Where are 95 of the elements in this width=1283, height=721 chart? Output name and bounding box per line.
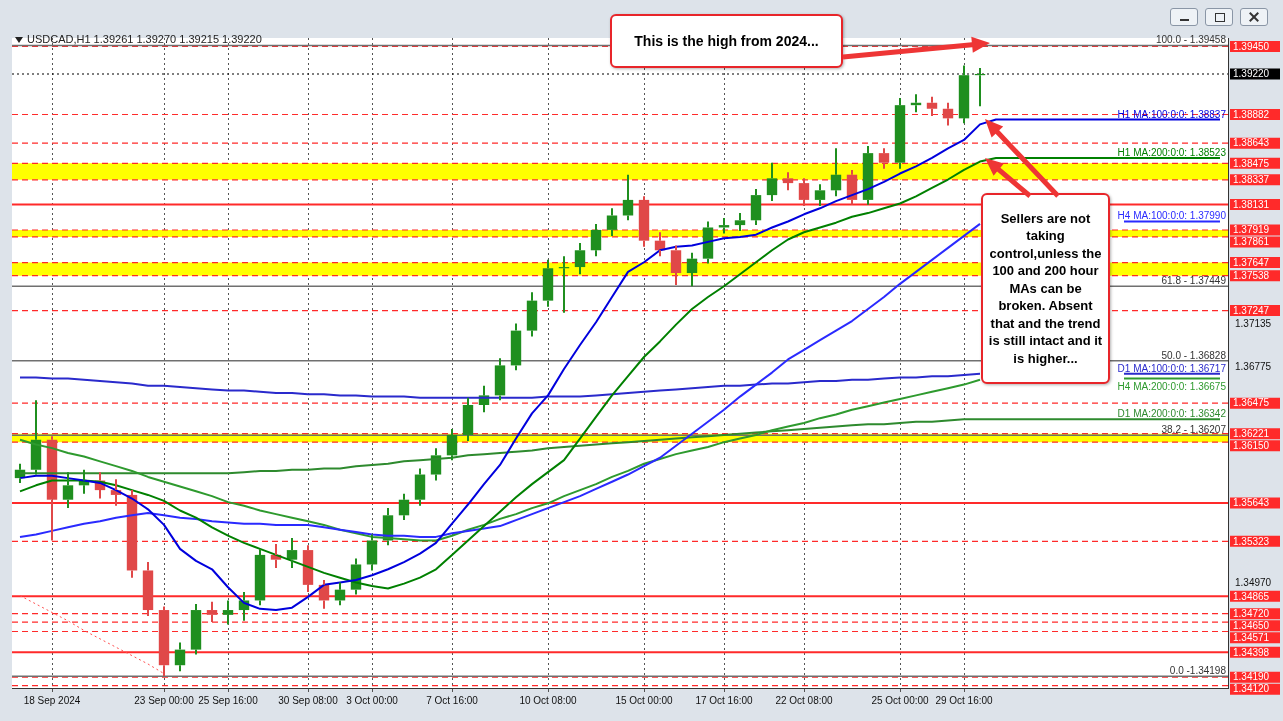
x-tick-label: 22 Oct 08:00 xyxy=(775,694,834,706)
candlestick xyxy=(430,447,442,482)
ref-line-label: 1.38337 xyxy=(1233,174,1270,186)
ref-line-label: 1.37247 xyxy=(1233,304,1270,316)
annotation: 0.0 -1.34198 xyxy=(1169,665,1227,677)
y-tick-label: 1.37135 xyxy=(1235,317,1272,329)
candlestick xyxy=(286,537,298,570)
candlestick xyxy=(814,183,826,207)
ref-line-label: 1.39450 xyxy=(1233,40,1270,52)
candlestick xyxy=(222,599,234,626)
x-tick-label: 25 Oct 00:00 xyxy=(871,694,930,706)
candlestick xyxy=(206,600,218,624)
candlestick xyxy=(702,220,714,265)
candlestick xyxy=(174,641,186,673)
candlestick xyxy=(254,547,266,607)
candlestick xyxy=(894,96,906,170)
callout-box: Sellers are not taking control,unless the 100 and 200 hour MAs can be broken. Absent that and the trend is still intact and it is higher... xyxy=(981,193,1110,384)
x-tick-label: 30 Sep 08:00 xyxy=(278,694,339,706)
ref-line-label: 1.37919 xyxy=(1233,224,1270,236)
y-tick-label: 1.34970 xyxy=(1235,577,1272,589)
ref-line-label: 1.38882 xyxy=(1233,108,1270,120)
candlestick xyxy=(414,467,426,507)
ref-line-label: 1.37861 xyxy=(1233,236,1270,248)
candlestick xyxy=(158,605,170,678)
candlestick xyxy=(606,207,618,237)
candlestick xyxy=(510,322,522,372)
candlestick xyxy=(574,242,586,276)
ref-line-label: 1.34865 xyxy=(1233,590,1270,602)
series-label: D1 MA:200:0:0: 1.36342 xyxy=(1117,408,1227,420)
annotation: 50.0 - 1.36828 xyxy=(1161,349,1227,361)
ref-line-label: 1.34190 xyxy=(1233,671,1270,683)
candlestick xyxy=(942,101,954,127)
annotation: 100.0 - 1.39458 xyxy=(1155,34,1227,46)
candlestick xyxy=(638,195,650,248)
x-tick-label: 25 Sep 16:00 xyxy=(198,694,259,706)
candlestick xyxy=(462,396,474,442)
ref-line-label: 1.36221 xyxy=(1233,427,1270,439)
ref-line-label: 1.38131 xyxy=(1233,198,1270,210)
candlestick xyxy=(622,173,634,222)
annotation: 38.2 - 1.36207 xyxy=(1161,424,1227,436)
candlestick xyxy=(398,492,410,522)
candlestick xyxy=(734,212,746,233)
x-tick-label: 3 Oct 00:00 xyxy=(346,694,399,706)
ref-line-label: 1.34120 xyxy=(1233,683,1270,695)
candlestick xyxy=(494,357,506,402)
series-label: H1 MA:200:0:0: 1.38523 xyxy=(1117,146,1227,158)
ref-line-label: 1.38643 xyxy=(1233,137,1270,149)
candlestick xyxy=(526,291,538,338)
candlestick xyxy=(878,147,890,170)
series-label: H4 MA:200:0:0: 1.36675 xyxy=(1117,380,1227,392)
ref-line-label: 1.34398 xyxy=(1233,646,1270,658)
candlestick xyxy=(958,64,970,125)
candlestick xyxy=(142,561,154,618)
x-tick-label: 23 Sep 00:00 xyxy=(134,694,195,706)
candlestick xyxy=(766,161,778,203)
x-tick-label: 18 Sep 2024 xyxy=(23,694,81,706)
candlestick xyxy=(62,471,74,510)
candlestick xyxy=(446,427,458,462)
callout-box: This is the high from 2024... xyxy=(610,14,843,68)
x-tick-label: 10 Oct 08:00 xyxy=(519,694,578,706)
ref-line-label: 1.34571 xyxy=(1233,631,1270,643)
candlestick xyxy=(126,489,138,579)
candlestick xyxy=(590,222,602,258)
ref-line-label: 1.39220 xyxy=(1233,68,1270,80)
ref-line-label: 1.37647 xyxy=(1233,256,1270,268)
candlestick xyxy=(750,188,762,227)
y-tick-label: 1.36775 xyxy=(1235,360,1272,372)
candlestick xyxy=(782,171,794,192)
candlestick xyxy=(670,244,682,287)
candlestick xyxy=(862,144,874,206)
ref-line-label: 1.35643 xyxy=(1233,497,1270,509)
candlestick xyxy=(302,544,314,594)
candlestick xyxy=(542,258,554,308)
ref-line-label: 1.36150 xyxy=(1233,439,1270,451)
candlestick xyxy=(830,147,842,198)
ref-line-label: 1.34720 xyxy=(1233,607,1270,619)
ref-line-label: 1.38475 xyxy=(1233,157,1270,169)
candlestick xyxy=(366,533,378,572)
line-series xyxy=(19,595,165,675)
candlestick xyxy=(798,177,810,207)
ref-line-label: 1.36475 xyxy=(1233,397,1270,409)
series-label: H4 MA:100:0:0: 1.37990 xyxy=(1117,210,1227,222)
candlestick xyxy=(926,95,938,117)
x-tick-label: 15 Oct 00:00 xyxy=(615,694,674,706)
candlestick xyxy=(190,603,202,656)
ref-line-label: 1.34650 xyxy=(1233,619,1270,631)
x-tick-label: 29 Oct 16:00 xyxy=(935,694,994,706)
annotation: 61.8 - 1.37449 xyxy=(1161,275,1227,287)
series-label: D1 MA:100:0:0: 1.36717 xyxy=(1117,362,1227,374)
x-tick-label: 17 Oct 16:00 xyxy=(695,694,754,706)
ref-line-label: 1.35323 xyxy=(1233,535,1270,547)
x-tick-label: 7 Oct 16:00 xyxy=(426,694,479,706)
ref-line-label: 1.37538 xyxy=(1233,269,1270,281)
candlestick xyxy=(686,251,698,288)
chart-title: USDCAD,H1 1.39261 1.39270 1.39215 1.39220 xyxy=(27,33,262,45)
